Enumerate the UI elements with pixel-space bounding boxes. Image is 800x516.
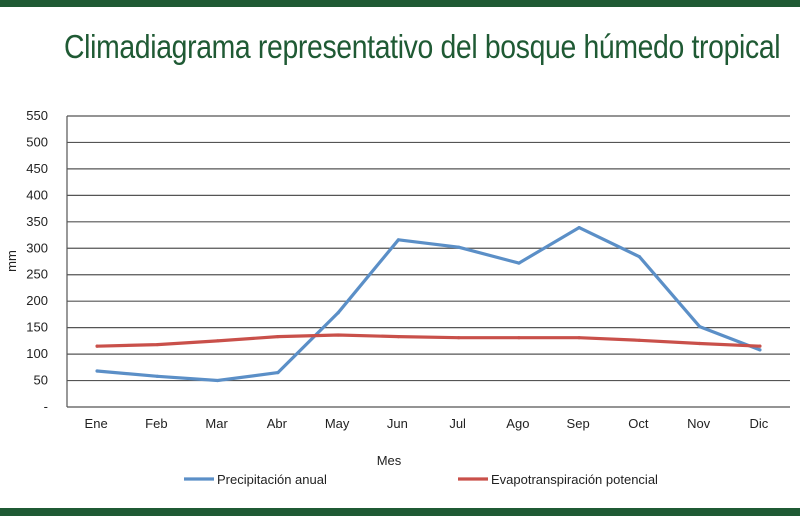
legend-label-1: Precipitación anual <box>217 472 327 487</box>
series-2-point-oct <box>637 338 641 342</box>
series-2-point-abr <box>276 335 280 339</box>
y-tick-label-150: 150 <box>26 320 48 335</box>
x-tick-label-ene: Ene <box>85 416 108 431</box>
y-tick-label-300: 300 <box>26 240 48 255</box>
y-tick-label-0: - <box>44 399 48 414</box>
series-2-point-feb <box>155 342 159 347</box>
series-1-point-dic <box>758 348 762 352</box>
series-1-point-nov <box>698 324 702 329</box>
series-2-point-may <box>336 333 340 337</box>
series-1-point-abr <box>276 371 280 375</box>
y-tick-label-350: 350 <box>26 214 48 229</box>
y-tick-label-500: 500 <box>26 134 48 149</box>
y-tick-label-400: 400 <box>26 187 48 202</box>
x-tick-label-mar: Mar <box>205 416 228 431</box>
y-tick-label-550: 550 <box>26 108 48 123</box>
bottom-band <box>0 508 800 516</box>
y-tick-label-250: 250 <box>26 267 48 282</box>
grid-lines <box>66 115 790 408</box>
x-tick-label-sep: Sep <box>567 416 590 431</box>
y-axis-label: mm <box>4 250 19 272</box>
y-tick-label-100: 100 <box>26 346 48 361</box>
x-axis-label: Mes <box>377 453 402 468</box>
x-tick-labels: Ene Feb Mar Abr May Jun Jul Ago Sep Oct Nov Dic <box>85 416 769 431</box>
x-tick-label-ago: Ago <box>506 416 529 431</box>
series-1-point-jul <box>457 245 461 249</box>
series-1-point-jun <box>396 238 400 242</box>
x-tick-label-nov: Nov <box>687 416 711 431</box>
series-1-point-oct <box>637 255 641 259</box>
series-2-point-dic <box>758 344 762 348</box>
legend: Precipitación anual Evapotranspiración po… <box>184 472 658 487</box>
y-tick-label-50: 50 <box>34 373 48 388</box>
series-1-point-sep <box>577 226 581 230</box>
series-2-point-ago <box>517 336 521 340</box>
series-1-point-ene <box>95 369 99 373</box>
series-line-2 <box>95 333 762 348</box>
x-tick-label-may: May <box>325 416 350 431</box>
top-band <box>0 0 800 7</box>
series-1-point-may <box>336 311 340 315</box>
series-2-point-ene <box>95 344 99 348</box>
x-tick-label-oct: Oct <box>628 416 649 431</box>
y-tick-label-200: 200 <box>26 293 48 308</box>
x-tick-label-jun: Jun <box>387 416 408 431</box>
series-lines <box>95 226 762 383</box>
series-2-point-mar <box>216 339 220 343</box>
series-2-point-jun <box>396 335 400 339</box>
x-tick-label-jul: Jul <box>449 416 466 431</box>
x-tick-label-dic: Dic <box>749 416 768 431</box>
series-2-point-sep <box>577 336 581 340</box>
series-2-point-nov <box>698 341 702 346</box>
y-tick-labels: - 50 100 150 200 250 300 350 400 450 500 550 <box>26 108 48 414</box>
chart-title: Climadiagrama representativo del bosque … <box>64 28 781 65</box>
y-tick-label-450: 450 <box>26 161 48 176</box>
series-1-point-mar <box>216 378 220 383</box>
series-line-1 <box>95 226 762 383</box>
series-1-point-feb <box>155 374 159 378</box>
legend-label-2: Evapotranspiración potencial <box>491 472 658 487</box>
x-tick-label-feb: Feb <box>145 416 167 431</box>
series-2-point-jul <box>457 336 461 340</box>
x-tick-label-abr: Abr <box>267 416 288 431</box>
series-1-point-ago <box>517 261 521 265</box>
